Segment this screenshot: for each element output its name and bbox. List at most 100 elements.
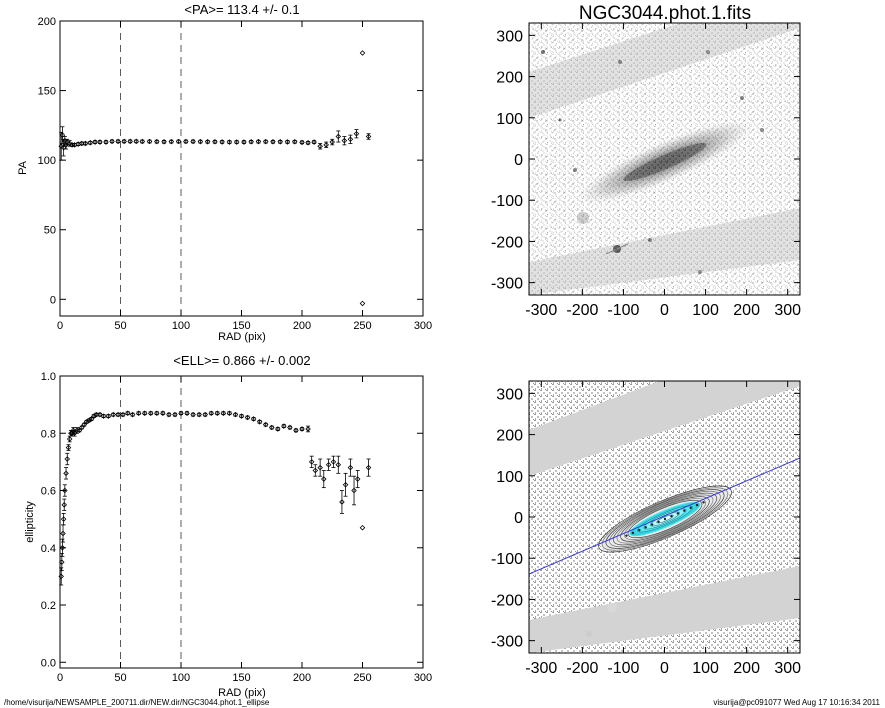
data-point [60,144,67,151]
data-point [299,139,305,146]
inner-contour [637,505,693,533]
data-point [61,502,68,508]
image-x-tick-label: 200 [733,302,760,319]
fit-center-marker [683,509,686,512]
data-point [351,487,357,494]
data-point [365,464,372,471]
image-y-tick-label: -200 [491,234,523,251]
data-point [168,138,175,145]
data-point [317,143,323,150]
data-point [146,138,153,145]
data-point [59,544,66,551]
data-point [65,444,72,451]
major-axis-line [529,457,800,575]
data-point [359,524,366,531]
data-point [212,139,218,145]
data-point [335,461,342,468]
data-point [135,410,142,416]
isophote-contour [624,498,706,540]
image-y-tick-label: 200 [496,428,523,445]
pa-profile-chart: <PA>= 113.4 +/- 0.1 0 50 100 150 200 250 300 0 5… [17,2,432,343]
data-point [87,139,94,146]
y-tick-label: 0.6 [41,486,56,498]
ellipse-model-panel: -300 -200 -100 0 100 200 300 300 200 100 0 -100 -200… [491,380,801,677]
data-point [79,140,85,147]
data-point [311,139,317,145]
image-x-tick-label: 300 [774,660,801,677]
data-point [323,142,329,148]
image-y-tick-label: -200 [491,592,523,609]
data-point [124,410,131,416]
image-y-tick-label: -300 [491,634,523,651]
masked-band-lower-2 [529,566,800,653]
data-point [139,138,146,145]
y-tick-label: 0.2 [41,600,56,612]
data-point [287,424,293,431]
data-point [359,50,366,56]
isophote-contour [598,485,732,553]
data-point [353,130,360,137]
ell-reference-lines [120,376,182,668]
pa-data-points [58,50,372,307]
data-point [59,559,65,565]
data-point [196,411,202,418]
x-tick-label: 250 [353,320,371,332]
pa-plot-frame [59,20,424,317]
data-point [183,138,189,145]
x-tick-label: 0 [57,672,63,684]
data-point [277,139,283,145]
data-point [141,410,148,416]
image-y-tick-label: 100 [496,469,523,486]
data-point [190,411,196,418]
fit-center-marker [702,501,705,504]
data-point [64,139,71,145]
fit-center-marker [689,506,692,510]
x-tick-label: 150 [232,672,250,684]
data-point [133,138,139,145]
isophote-contour [616,494,714,544]
data-point [312,467,319,474]
image-y-tick-label: 200 [496,70,523,87]
data-point [60,530,66,537]
data-point [58,143,64,150]
data-point [262,421,269,428]
data-point [299,426,305,432]
data-point [97,139,103,145]
data-point [92,139,98,145]
data-point [66,436,73,442]
data-point [241,139,247,145]
data-point [110,411,117,418]
fit-center-marker [695,503,699,507]
data-point [256,419,263,425]
image-x-tick-label: -200 [566,302,598,319]
fit-center-marker [663,517,667,521]
data-point [58,573,64,580]
data-point [62,487,68,494]
data-point [354,476,361,482]
y-tick-label: 0.4 [41,543,56,555]
image-y-tick-label: 0 [514,152,523,169]
x-tick-label: 300 [414,672,432,684]
image-title: NGC3044.phot.1.fits [579,3,751,24]
footer-timestamp: visurija@pc091077 Wed Aug 17 10:16:34 20… [713,698,880,707]
data-point [339,499,345,505]
galaxy-image-panel: NGC3044.phot.1.fits [491,3,801,319]
data-point [178,410,184,416]
data-point [62,137,68,144]
image-x-tick-label: 200 [733,660,760,677]
ell-axis-ticks: 0 50 100 150 200 250 300 0.0 0.2 0.4 0.6 0.8 1.0 [41,371,432,684]
data-point [63,470,69,477]
image-x-tick-label: 0 [660,302,669,319]
data-point [255,138,262,145]
fit-center-marker [638,528,641,532]
data-point [359,300,366,307]
ell-y-axis-label: ellipticity [24,501,36,543]
data-point [160,410,166,416]
inner-contour [656,514,674,524]
data-point [109,138,115,145]
data-point [238,413,245,419]
data-point [270,139,276,145]
data-point [71,430,78,437]
image-x-tick-label: -100 [607,660,639,677]
